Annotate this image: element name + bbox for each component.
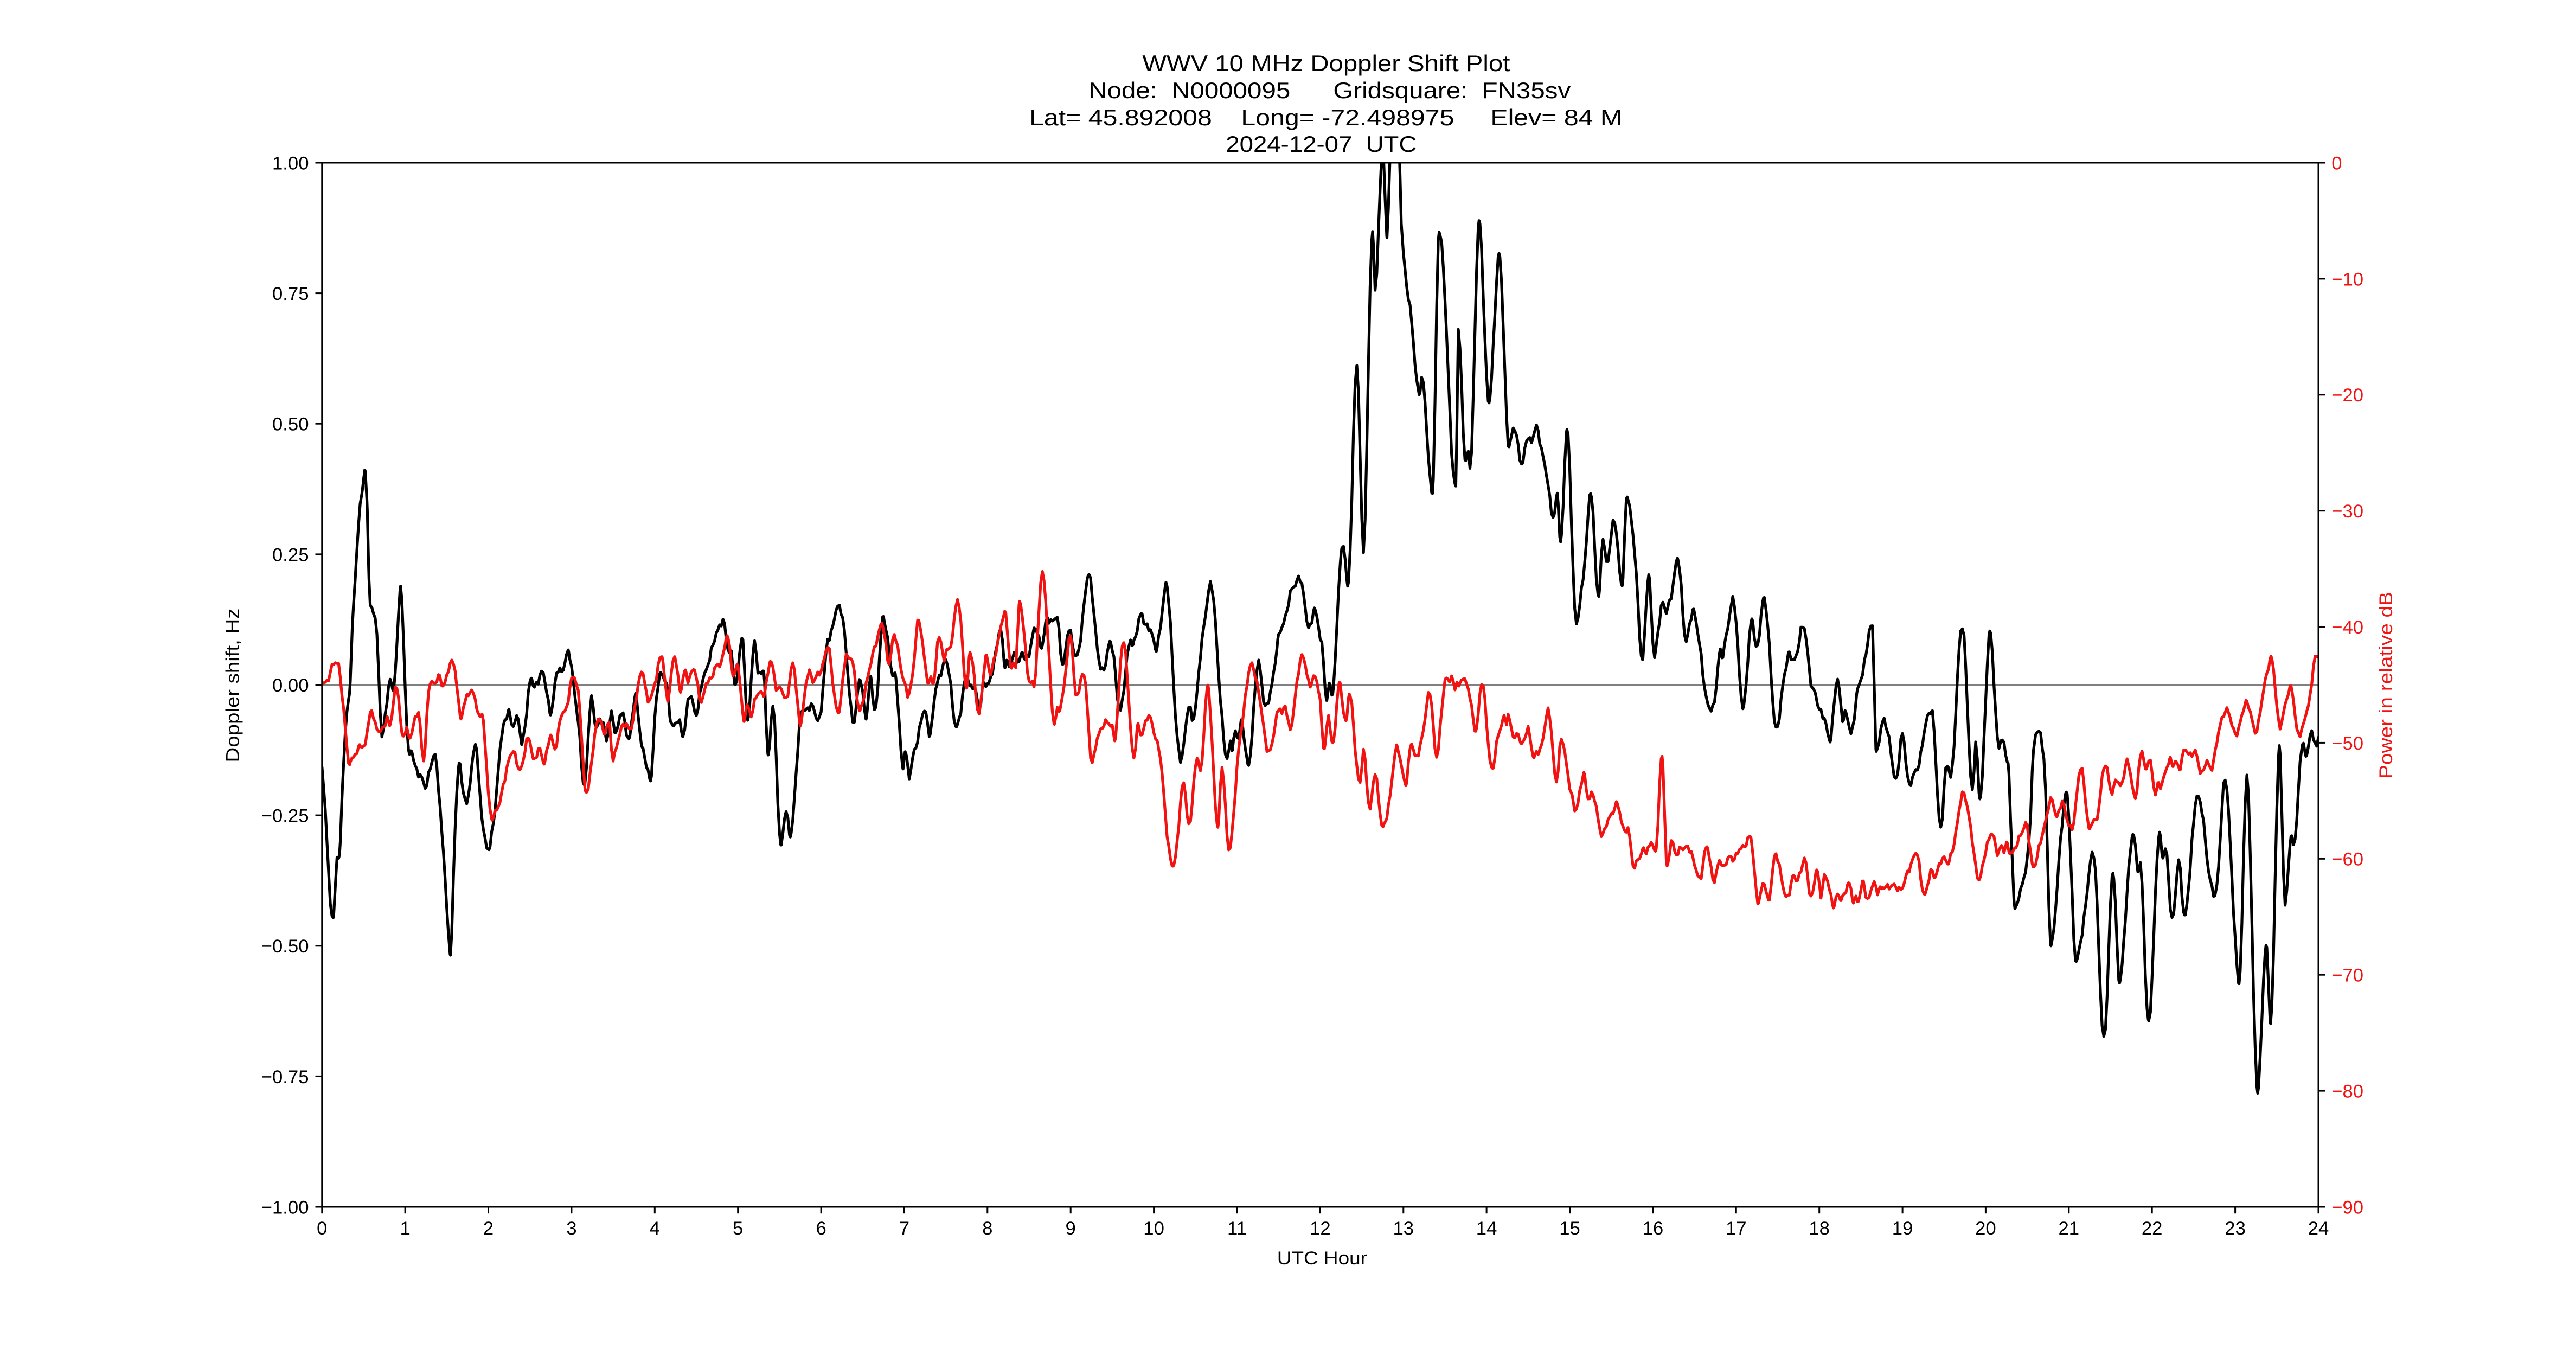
svg-text:0: 0 — [2331, 153, 2342, 174]
svg-text:15: 15 — [1559, 1218, 1580, 1239]
svg-text:−0.50: −0.50 — [261, 936, 309, 957]
svg-text:−50: −50 — [2331, 733, 2363, 754]
svg-text:−80: −80 — [2331, 1082, 2363, 1102]
svg-text:−1.00: −1.00 — [261, 1197, 309, 1218]
svg-text:0.75: 0.75 — [272, 284, 309, 304]
svg-text:12: 12 — [1310, 1218, 1331, 1239]
svg-text:23: 23 — [2225, 1218, 2246, 1239]
svg-text:17: 17 — [1726, 1218, 1747, 1239]
svg-text:21: 21 — [2059, 1218, 2080, 1239]
svg-text:0.25: 0.25 — [272, 545, 309, 565]
svg-text:−10: −10 — [2331, 269, 2363, 290]
svg-text:22: 22 — [2142, 1218, 2163, 1239]
svg-text:13: 13 — [1393, 1218, 1414, 1239]
svg-text:6: 6 — [816, 1218, 826, 1239]
svg-text:UTC Hour: UTC Hour — [1277, 1248, 1367, 1269]
svg-text:19: 19 — [1892, 1218, 1913, 1239]
svg-text:1.00: 1.00 — [272, 153, 309, 174]
svg-text:Node: N0000095 Gridsquar: Node: N0000095 Gridsquare: FN35sv — [1088, 78, 1571, 103]
svg-text:10: 10 — [1143, 1218, 1164, 1239]
svg-text:−90: −90 — [2331, 1197, 2363, 1218]
svg-text:2: 2 — [483, 1218, 494, 1239]
svg-text:7: 7 — [899, 1218, 909, 1239]
svg-text:Lat= 45.892008 Long= -72.49: Lat= 45.892008 Long= -72.498975 Elev= 84… — [1029, 105, 1622, 130]
svg-text:−70: −70 — [2331, 965, 2363, 986]
svg-text:−30: −30 — [2331, 501, 2363, 522]
svg-text:0: 0 — [317, 1218, 327, 1239]
svg-text:16: 16 — [1643, 1218, 1664, 1239]
svg-text:9: 9 — [1066, 1218, 1076, 1239]
svg-text:3: 3 — [566, 1218, 576, 1239]
svg-text:24: 24 — [2308, 1218, 2329, 1239]
svg-text:0.00: 0.00 — [272, 675, 309, 696]
svg-text:18: 18 — [1809, 1218, 1830, 1239]
svg-text:−20: −20 — [2331, 385, 2363, 406]
svg-text:20: 20 — [1975, 1218, 1996, 1239]
svg-text:−0.75: −0.75 — [261, 1067, 309, 1088]
svg-text:−0.25: −0.25 — [261, 806, 309, 827]
svg-text:1: 1 — [400, 1218, 410, 1239]
svg-text:14: 14 — [1476, 1218, 1497, 1239]
svg-text:11: 11 — [1227, 1218, 1247, 1239]
svg-text:Doppler shift, Hz: Doppler shift, Hz — [223, 609, 243, 763]
svg-text:−60: −60 — [2331, 849, 2363, 870]
svg-text:5: 5 — [733, 1218, 743, 1239]
svg-text:Power in relative dB: Power in relative dB — [2376, 592, 2396, 779]
svg-text:4: 4 — [650, 1218, 660, 1239]
svg-text:0.50: 0.50 — [272, 414, 309, 435]
svg-text:WWV 10 MHz Doppler Shift Plot: WWV 10 MHz Doppler Shift Plot — [1142, 50, 1510, 76]
svg-text:8: 8 — [982, 1218, 992, 1239]
svg-text:2024-12-07 UTC: 2024-12-07 UTC — [1226, 131, 1417, 157]
svg-text:−40: −40 — [2331, 617, 2363, 638]
